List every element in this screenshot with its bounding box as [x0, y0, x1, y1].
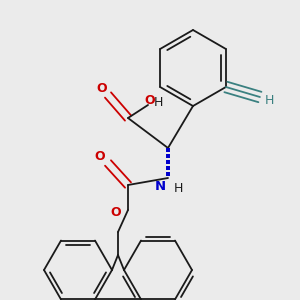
Text: O: O — [145, 94, 155, 106]
Text: O: O — [111, 206, 121, 220]
Text: H: H — [153, 95, 163, 109]
Text: O: O — [95, 151, 105, 164]
Text: N: N — [154, 179, 166, 193]
Text: O: O — [97, 82, 107, 94]
Text: H: H — [265, 94, 274, 106]
Text: H: H — [173, 182, 183, 194]
